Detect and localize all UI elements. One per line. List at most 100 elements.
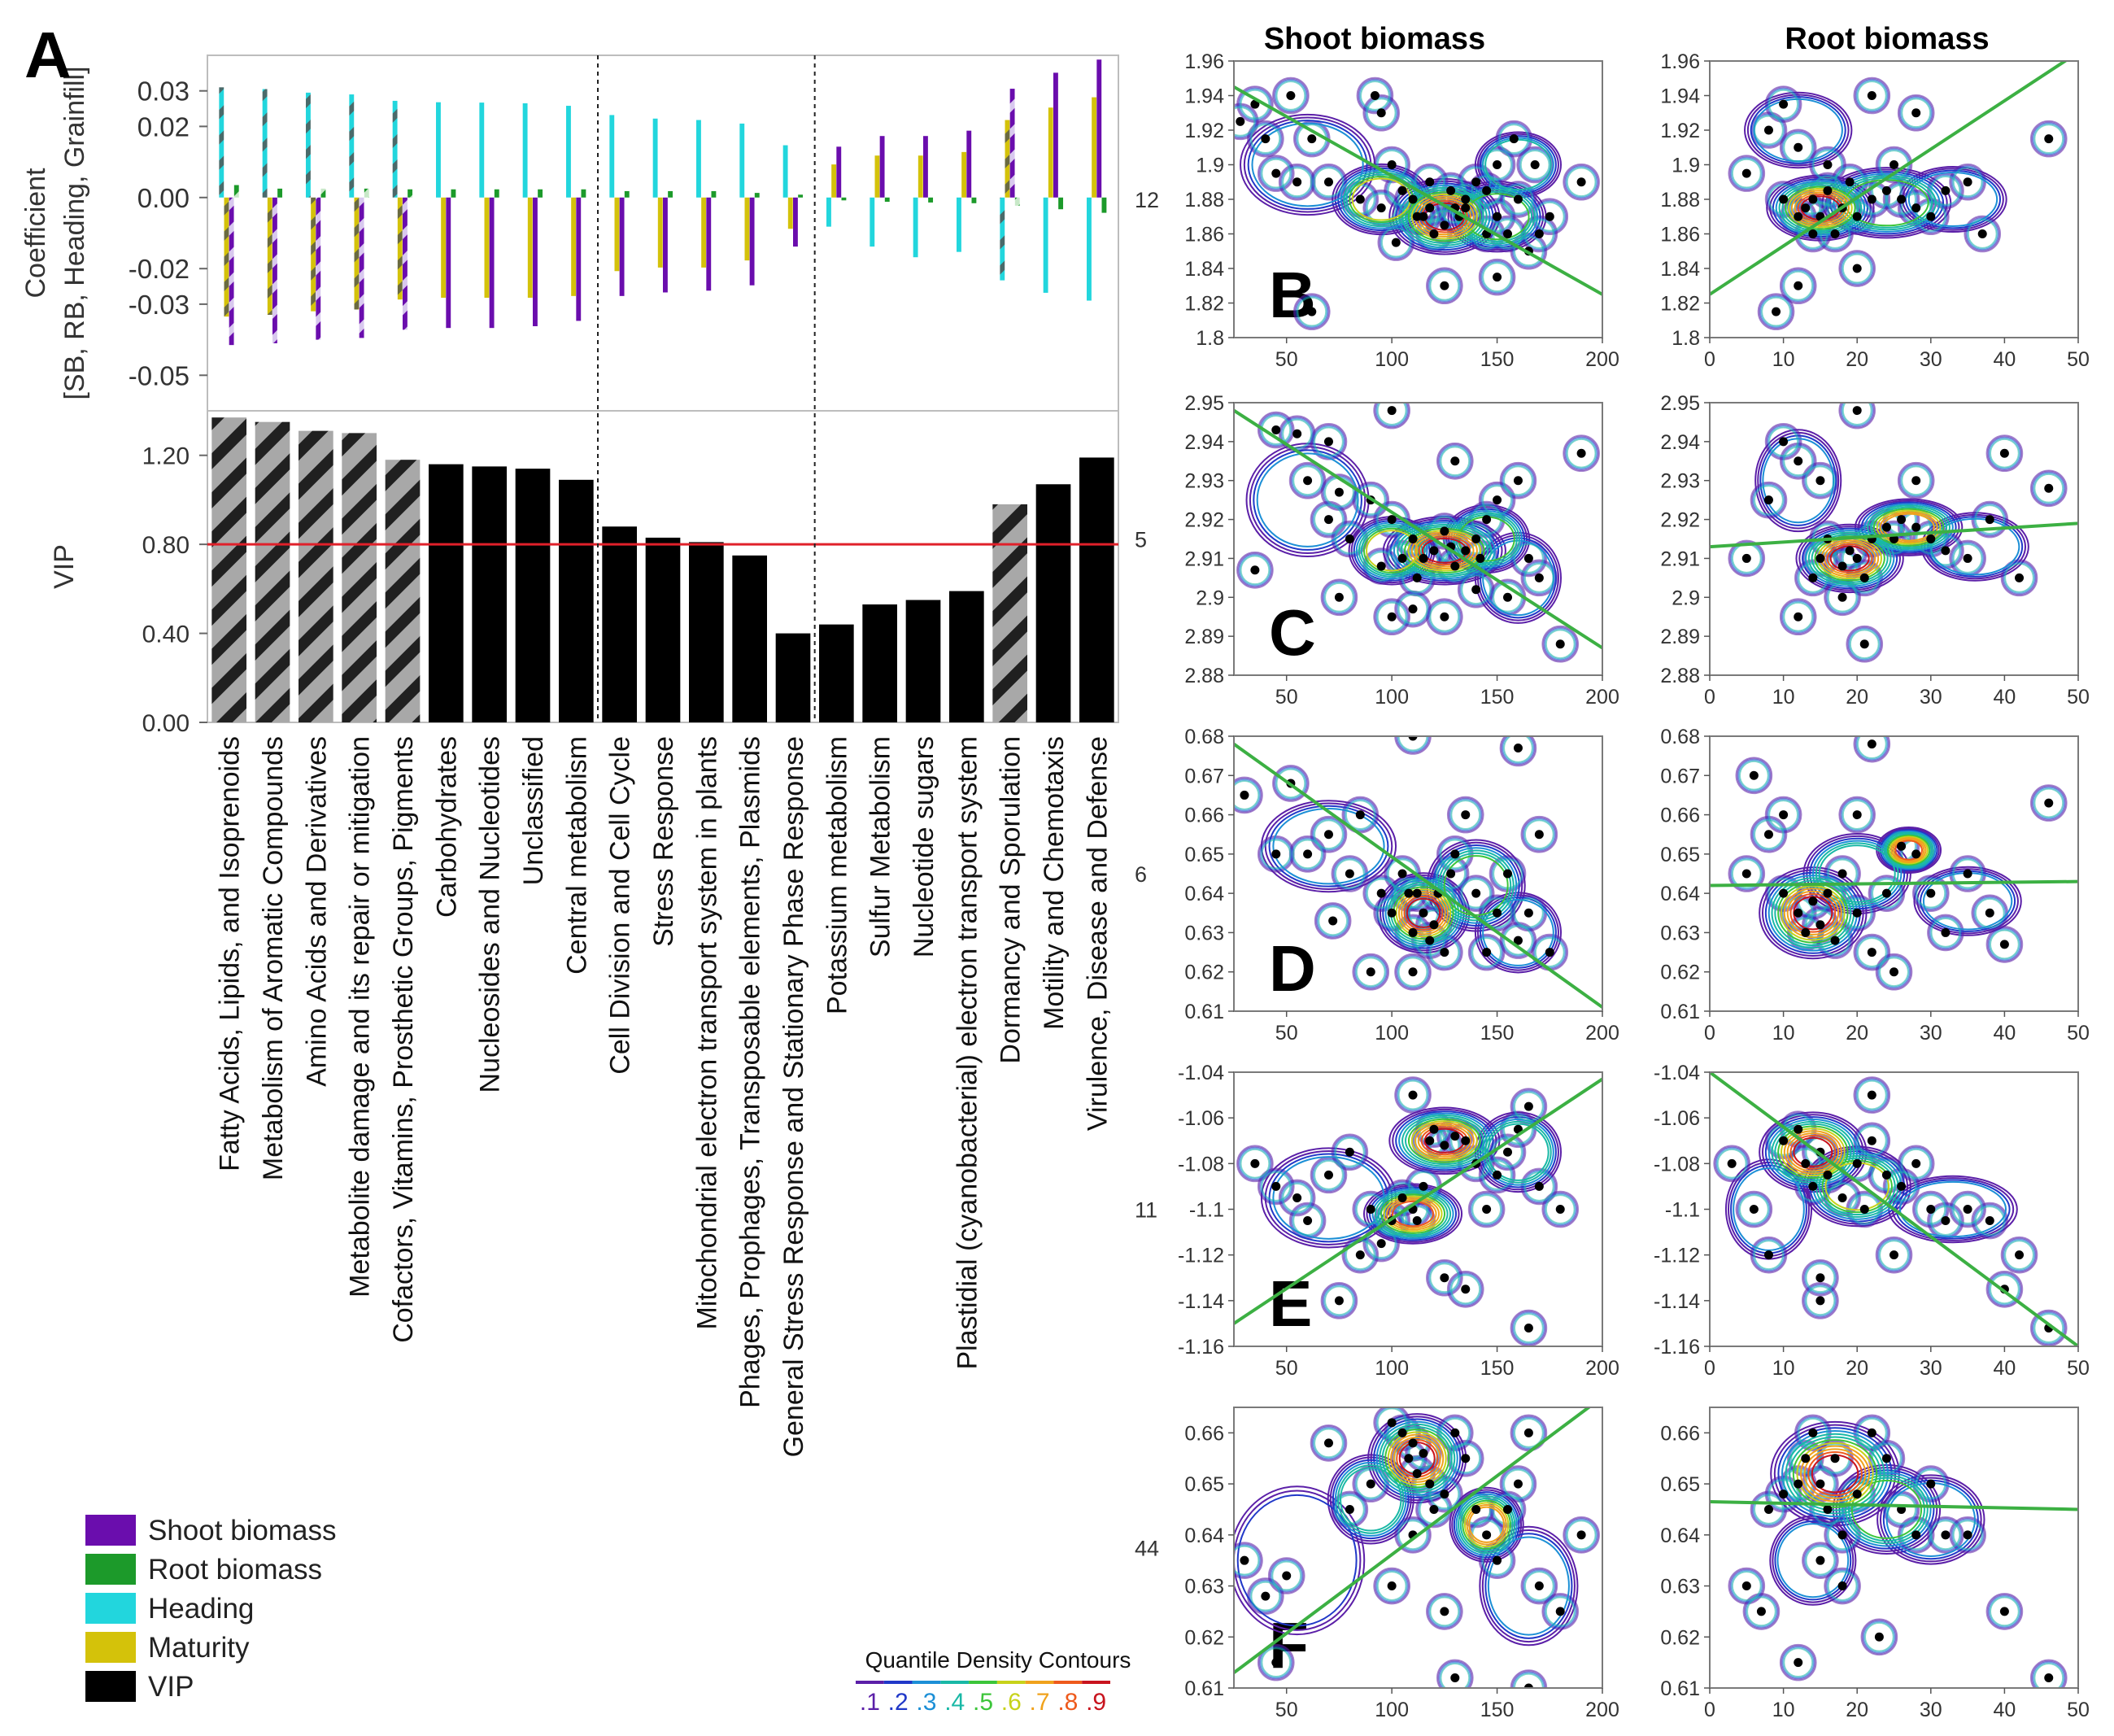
density-contour	[2029, 469, 2068, 508]
x-tick-label: 200	[1585, 1357, 1619, 1380]
density-contour	[1846, 626, 1882, 662]
density-contour	[1799, 1445, 1871, 1503]
density-contour	[1743, 1594, 1780, 1629]
y-tick-label: 2.95	[1184, 392, 1224, 415]
data-point	[1808, 1181, 1818, 1191]
density-contour	[1563, 434, 1600, 473]
data-point	[1794, 212, 1803, 221]
density-contour	[1373, 403, 1410, 430]
density-contour	[1314, 504, 1344, 534]
density-contour	[2001, 1237, 2038, 1273]
density-contour	[1855, 1415, 1889, 1450]
bar-maturity	[1092, 97, 1097, 198]
bar-heading	[609, 115, 615, 198]
bar-root-biomass	[884, 197, 890, 203]
density-contour	[1805, 1263, 1835, 1293]
density-contour	[1778, 181, 1863, 234]
density-contour	[1545, 1194, 1576, 1224]
data-point	[1823, 1170, 1833, 1180]
density-contour	[1792, 1439, 1878, 1508]
density-contour	[1811, 149, 1844, 181]
density-contour	[1455, 1493, 1518, 1556]
density-contour	[1783, 888, 1842, 939]
axis-label-line: [SB, RB, Heading, Grainfill]	[59, 66, 90, 399]
density-contour	[1352, 953, 1390, 991]
bar-root-biomass	[928, 197, 934, 203]
density-contour	[1238, 553, 1272, 587]
y-tick-label: 0.62	[1660, 1626, 1700, 1649]
density-contour	[1256, 452, 1359, 547]
data-point	[1999, 448, 2009, 458]
data-point	[1450, 561, 1460, 571]
density-contour	[1767, 88, 1799, 120]
density-contour	[1329, 1456, 1412, 1542]
density-contour	[1377, 602, 1407, 632]
data-point	[1429, 920, 1439, 930]
data-point	[1845, 177, 1855, 187]
density-contour	[1786, 890, 1840, 936]
density-contour	[1478, 258, 1516, 296]
y-tick-label: 0.68	[1660, 726, 1700, 748]
data-point	[1419, 908, 1428, 918]
density-contour	[1877, 1238, 1911, 1272]
density-contour	[1396, 955, 1430, 989]
density-contour	[1563, 1516, 1600, 1554]
density-contour	[1310, 1425, 1347, 1461]
density-contour	[1355, 484, 1387, 516]
density-contour	[1989, 928, 2020, 961]
category-label: Cell Division and Cell Cycle	[605, 736, 636, 1075]
density-contour	[1410, 1120, 1478, 1162]
bar-maturity	[657, 197, 663, 268]
density-contour	[1793, 1136, 1833, 1167]
density-contour	[1542, 1191, 1578, 1228]
density-contour	[1795, 1415, 1831, 1450]
vip-bar	[385, 460, 421, 722]
density-contour	[1373, 1567, 1410, 1605]
density-contour	[1274, 766, 1308, 800]
density-contour	[1264, 802, 1393, 890]
x-tick-label: 20	[1846, 1022, 1868, 1045]
y-tick-label: 2.91	[1660, 547, 1700, 570]
density-contour	[1258, 412, 1294, 448]
density-contour	[1916, 1194, 1946, 1224]
y-tick-label: 2.94	[1660, 431, 1700, 454]
density-contour	[1887, 834, 1931, 866]
density-contour	[1250, 124, 1280, 154]
x-tick-label: 0	[1704, 1022, 1715, 1045]
density-contour	[1479, 1157, 1515, 1193]
density-contour	[2032, 122, 2066, 156]
data-point	[1741, 553, 1751, 563]
contour-legend-label: .5	[973, 1689, 993, 1716]
data-point	[1482, 1205, 1492, 1214]
density-contour	[2029, 120, 2068, 158]
data-point	[1440, 526, 1449, 536]
density-contour	[1427, 1261, 1462, 1295]
data-point	[1985, 1216, 1994, 1226]
data-point	[1345, 534, 1354, 543]
vip-y-tick-label: 1.20	[142, 443, 190, 470]
data-point	[1397, 869, 1407, 879]
data-point	[1926, 888, 1936, 898]
density-contour	[1987, 436, 2021, 470]
data-point	[1852, 1158, 1862, 1168]
density-contour	[1436, 442, 1474, 480]
density-contour	[1775, 180, 1866, 236]
density-contour	[1754, 819, 1784, 849]
density-contour	[1854, 736, 1890, 762]
density-contour	[1249, 123, 1282, 155]
density-contour	[1840, 798, 1874, 831]
density-contour	[1468, 1506, 1506, 1543]
density-contour	[1437, 849, 1515, 922]
data-point	[1815, 553, 1825, 563]
data-point	[1482, 515, 1492, 525]
density-contour	[1990, 929, 2020, 959]
y-tick-label: 0.62	[1184, 962, 1224, 984]
x-tick-label: 30	[1920, 348, 1942, 371]
data-point	[1250, 1158, 1260, 1168]
density-contour	[1449, 1273, 1481, 1305]
data-point	[1911, 203, 1921, 213]
density-contour	[1798, 526, 1901, 591]
density-contour	[1915, 201, 1947, 233]
density-contour	[1316, 904, 1350, 938]
y-tick-label: 0.67	[1184, 765, 1224, 787]
